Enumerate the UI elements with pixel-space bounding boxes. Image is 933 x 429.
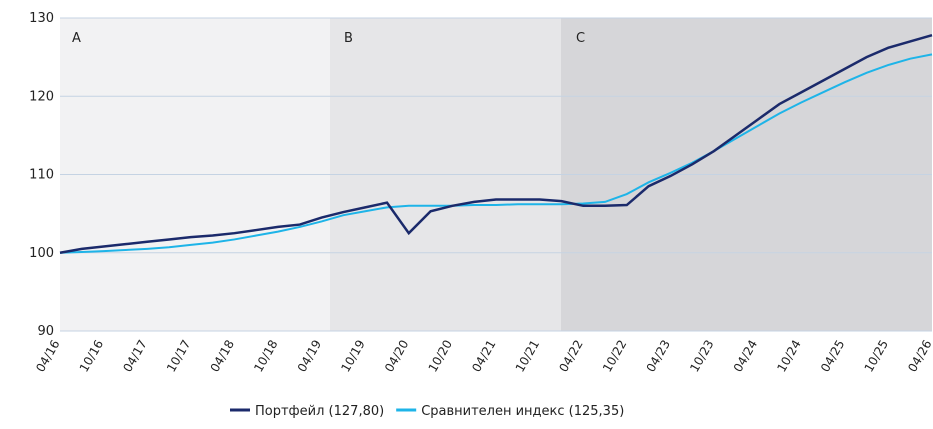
x-tick-label: 10/19	[338, 338, 367, 375]
region-label: C	[576, 31, 585, 46]
y-tick-label: 110	[29, 168, 54, 183]
y-tick-label: 100	[29, 246, 54, 261]
y-tick-label: 90	[37, 324, 54, 339]
legend-label: Портфейл (127,80)	[255, 404, 384, 419]
x-tick-label: 10/23	[687, 338, 716, 375]
x-tick-label: 10/22	[600, 338, 629, 375]
x-tick-label: 10/21	[513, 338, 542, 375]
x-tick-label: 10/16	[77, 338, 106, 375]
x-tick-label: 04/19	[295, 338, 324, 375]
x-tick-label: 04/24	[731, 338, 760, 375]
x-tick-label: 04/22	[556, 338, 585, 375]
x-tick-label: 04/21	[469, 338, 498, 375]
series-line	[59, 53, 933, 254]
x-tick-label: 10/24	[774, 338, 803, 375]
region-label: A	[72, 31, 81, 46]
x-tick-label: 04/16	[33, 338, 62, 375]
region-label: B	[344, 31, 353, 46]
x-tick-label: 04/23	[644, 338, 673, 375]
x-tick-label: 10/17	[164, 338, 193, 375]
y-tick-label: 130	[29, 11, 54, 26]
x-tick-label: 04/20	[382, 338, 411, 375]
x-tick-label: 04/18	[208, 338, 237, 375]
x-tick-label: 10/25	[862, 338, 891, 375]
x-tick-label: 04/17	[120, 338, 149, 375]
series-line	[59, 34, 933, 254]
x-tick-label: 04/25	[818, 338, 847, 375]
x-tick-label: 10/18	[251, 338, 280, 375]
x-tick-label: 04/26	[905, 338, 933, 375]
y-tick-label: 120	[29, 89, 54, 104]
legend-label: Сравнителен индекс (125,35)	[421, 404, 624, 419]
x-tick-label: 10/20	[426, 338, 455, 375]
